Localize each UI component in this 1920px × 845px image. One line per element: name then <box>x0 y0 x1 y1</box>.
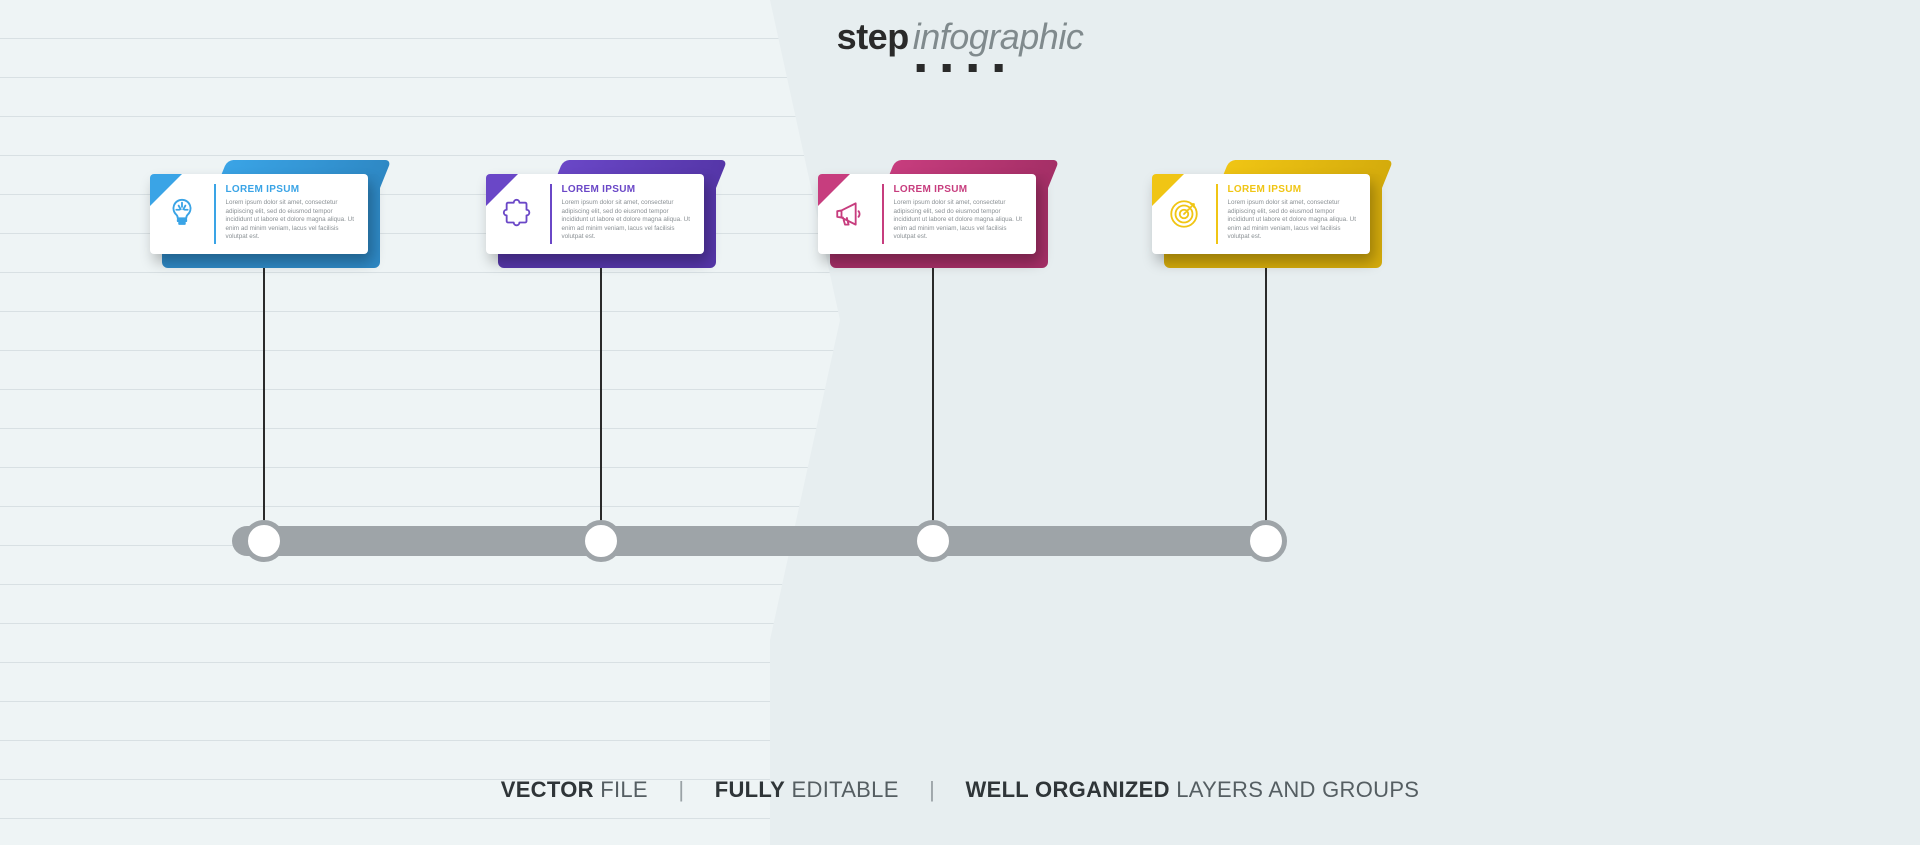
step-title: LOREM IPSUM <box>562 184 695 195</box>
step-card: LOREM IPSUM Lorem ipsum dolor sit amet, c… <box>1152 160 1382 270</box>
card-text: LOREM IPSUM Lorem ipsum dolor sit amet, c… <box>552 174 705 254</box>
card-corner <box>486 174 518 206</box>
footer-separator: | <box>678 777 684 802</box>
title-bold: step <box>837 16 909 57</box>
card-corner <box>1152 174 1184 206</box>
step-body: Lorem ipsum dolor sit amet, consectetur … <box>1228 199 1361 242</box>
connector-line <box>600 260 602 528</box>
step-title: LOREM IPSUM <box>894 184 1027 195</box>
card-front: LOREM IPSUM Lorem ipsum dolor sit amet, c… <box>150 174 368 254</box>
footer-item-light: LAYERS AND GROUPS <box>1176 777 1419 802</box>
step-body: Lorem ipsum dolor sit amet, consectetur … <box>226 199 359 242</box>
step-title: LOREM IPSUM <box>1228 184 1361 195</box>
timeline-node <box>243 520 285 562</box>
step-card: LOREM IPSUM Lorem ipsum dolor sit amet, c… <box>486 160 716 270</box>
footer-separator: | <box>929 777 935 802</box>
timeline-node <box>912 520 954 562</box>
step-card: LOREM IPSUM Lorem ipsum dolor sit amet, c… <box>818 160 1048 270</box>
card-corner <box>818 174 850 206</box>
connector-line <box>263 260 265 528</box>
title-light: infographic <box>913 16 1084 57</box>
title-dots <box>837 64 1084 72</box>
card-front: LOREM IPSUM Lorem ipsum dolor sit amet, c… <box>1152 174 1370 254</box>
step-card: LOREM IPSUM Lorem ipsum dolor sit amet, c… <box>150 160 380 270</box>
timeline-node <box>1245 520 1287 562</box>
step-title: LOREM IPSUM <box>226 184 359 195</box>
timeline-node <box>580 520 622 562</box>
footer-item-strong: VECTOR <box>501 777 594 802</box>
footer-item-strong: WELL ORGANIZED <box>966 777 1170 802</box>
main-title: stepinfographic <box>837 16 1084 72</box>
card-corner <box>150 174 182 206</box>
footer-item-light: EDITABLE <box>792 777 899 802</box>
card-text: LOREM IPSUM Lorem ipsum dolor sit amet, c… <box>884 174 1037 254</box>
step-body: Lorem ipsum dolor sit amet, consectetur … <box>894 199 1027 242</box>
step-body: Lorem ipsum dolor sit amet, consectetur … <box>562 199 695 242</box>
card-text: LOREM IPSUM Lorem ipsum dolor sit amet, c… <box>216 174 369 254</box>
footer: VECTOR FILE | FULLY EDITABLE | WELL ORGA… <box>0 777 1920 803</box>
card-front: LOREM IPSUM Lorem ipsum dolor sit amet, c… <box>818 174 1036 254</box>
connector-line <box>932 260 934 528</box>
connector-line <box>1265 260 1267 528</box>
footer-item-light: FILE <box>600 777 648 802</box>
card-text: LOREM IPSUM Lorem ipsum dolor sit amet, c… <box>1218 174 1371 254</box>
footer-item-strong: FULLY <box>715 777 785 802</box>
timeline-bar <box>232 526 1272 556</box>
card-front: LOREM IPSUM Lorem ipsum dolor sit amet, c… <box>486 174 704 254</box>
